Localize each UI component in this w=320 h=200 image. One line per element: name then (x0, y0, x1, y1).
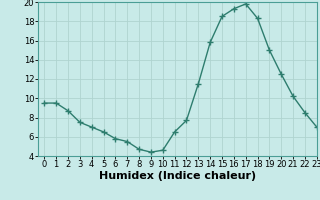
X-axis label: Humidex (Indice chaleur): Humidex (Indice chaleur) (99, 171, 256, 181)
